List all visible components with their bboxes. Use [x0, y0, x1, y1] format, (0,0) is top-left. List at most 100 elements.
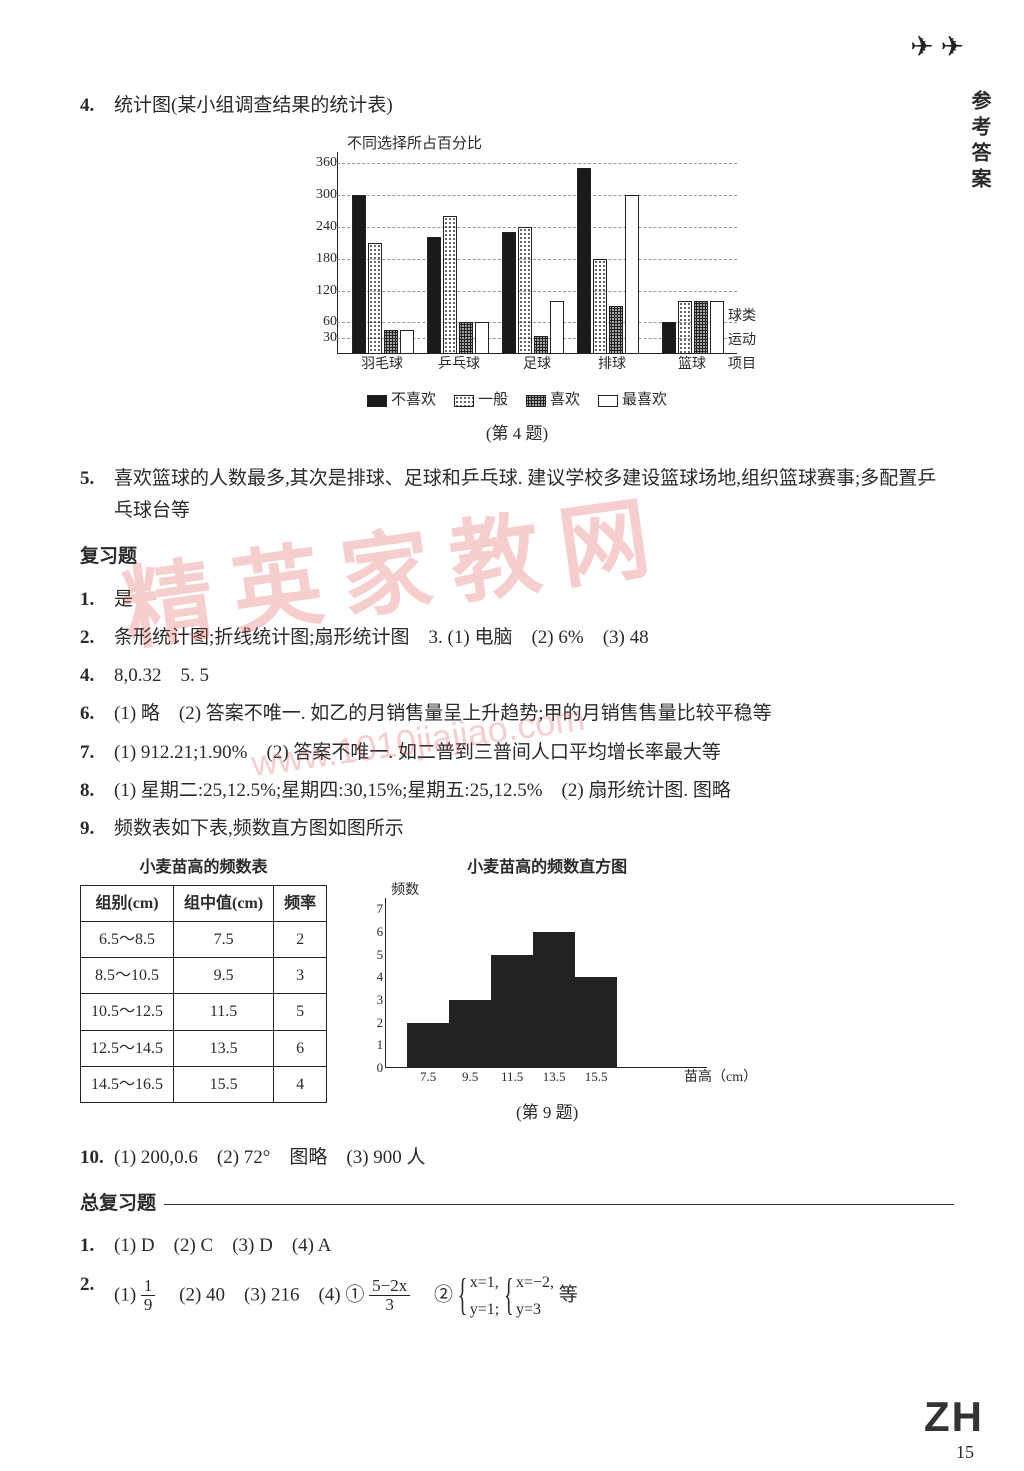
- bar-x-end-label: 球类运动项目: [727, 305, 757, 376]
- bar-category-label: 羽毛球: [350, 353, 414, 377]
- bar: [577, 168, 591, 354]
- table-header: 组别(cm): [81, 885, 174, 921]
- bar-group: [502, 227, 566, 355]
- bar: [678, 301, 692, 354]
- frac-5-2x-3: 5−2x 3: [369, 1277, 410, 1315]
- table-cell: 5: [274, 994, 327, 1030]
- hist-ytick: 5: [357, 943, 383, 965]
- histogram: 频数 苗高（cm） 012345677.59.511.513.515.5: [357, 883, 737, 1093]
- legend-swatch: [598, 395, 618, 407]
- bar-group: [577, 168, 641, 354]
- hist-bar: [491, 955, 533, 1068]
- legend-item: 不喜欢: [367, 388, 436, 414]
- legend-label: 最喜欢: [622, 392, 667, 408]
- zong-2-body: (1) 1 9 (2) 40 (3) 216 (4) ① 5−2x 3 ② x=…: [114, 1269, 954, 1323]
- page-content: 4. 统计图(某小组调查结果的统计表) 不同选择所占百分比 3060120180…: [80, 90, 954, 1323]
- system-1: x=1, y=1;: [458, 1269, 499, 1323]
- review-2: 2. 条形统计图;折线统计图;扇形统计图 3. (1) 电脑 (2) 6% (3…: [80, 622, 954, 654]
- freq-row: 小麦苗高的频数表 组别(cm)组中值(cm)频率6.5～8.57.528.5～1…: [80, 854, 954, 1142]
- hist-ytick: 4: [357, 966, 383, 988]
- bar: [518, 227, 532, 355]
- hist-bar: [449, 1000, 491, 1068]
- legend-item: 喜欢: [526, 388, 580, 414]
- bar: [662, 322, 676, 354]
- q5-num: 5.: [80, 463, 114, 528]
- table-row: 10.5～12.511.55: [81, 994, 327, 1030]
- table-cell: 11.5: [174, 994, 274, 1030]
- table-row: 12.5～14.513.56: [81, 1030, 327, 1066]
- zong-2: 2. (1) 1 9 (2) 40 (3) 216 (4) ① 5−2x 3 ②…: [80, 1269, 954, 1323]
- bar-chart-wrap: 不同选择所占百分比 3060120180240300360羽毛球乒乓球足球排球篮…: [80, 134, 954, 448]
- table-cell: 2: [274, 922, 327, 958]
- bar: [352, 195, 366, 354]
- bar: [534, 336, 548, 355]
- hist-ytick: 7: [357, 898, 383, 920]
- bar: [427, 237, 441, 354]
- table-row: 8.5～10.59.53: [81, 958, 327, 994]
- q4-title: 统计图(某小组调查结果的统计表): [114, 90, 954, 122]
- bar-ytick: 300: [287, 183, 337, 207]
- zong-underline: [164, 1204, 954, 1205]
- bar-category-label: 排球: [580, 353, 644, 377]
- table-cell: 10.5～12.5: [81, 994, 174, 1030]
- hist-xtick: 11.5: [501, 1066, 523, 1088]
- table-cell: 15.5: [174, 1066, 274, 1102]
- bar: [384, 330, 398, 354]
- q5-text: 喜欢篮球的人数最多,其次是排球、足球和乒乓球. 建议学校多建设篮球场地,组织篮球…: [114, 463, 954, 528]
- table-cell: 12.5～14.5: [81, 1030, 174, 1066]
- bar: [459, 322, 473, 354]
- legend-label: 喜欢: [550, 392, 580, 408]
- bar-chart: 不同选择所占百分比 3060120180240300360羽毛球乒乓球足球排球篮…: [287, 134, 747, 384]
- hist-ytick: 6: [357, 921, 383, 943]
- bar-category-label: 篮球: [660, 353, 724, 377]
- bar-category-label: 足球: [505, 353, 569, 377]
- bar-group: [427, 216, 491, 354]
- bar: [710, 301, 724, 354]
- legend-item: 最喜欢: [598, 388, 667, 414]
- hist-xtick: 7.5: [420, 1066, 436, 1088]
- side-label: 参考答案: [965, 90, 994, 194]
- bar-ytick: 360: [287, 151, 337, 175]
- bar: [694, 301, 708, 354]
- hist-ytick: 3: [357, 989, 383, 1011]
- review-10: 10. (1) 200,0.6 (2) 72° 图略 (3) 900 人: [80, 1142, 954, 1174]
- frac-1-9: 1 9: [141, 1277, 156, 1315]
- legend-label: 一般: [478, 392, 508, 408]
- review-7: 7. (1) 912.21;1.90% (2) 答案不唯一. 如二普到三普间人口…: [80, 737, 954, 769]
- legend-item: 一般: [454, 388, 508, 414]
- legend-swatch: [526, 395, 546, 407]
- bar-ytick: 60: [287, 310, 337, 334]
- zong-1: 1. (1) D (2) C (3) D (4) A: [80, 1230, 954, 1262]
- bar: [475, 322, 489, 354]
- hist-caption: (第 9 题): [357, 1099, 737, 1128]
- bar-legend: 不喜欢 一般 喜欢 最喜欢: [80, 388, 954, 414]
- bar-ytick: 240: [287, 215, 337, 239]
- hist-ytick: 0: [357, 1057, 383, 1079]
- legend-swatch: [367, 395, 387, 407]
- review-4: 4. 8,0.32 5. 5: [80, 660, 954, 692]
- table-cell: 3: [274, 958, 327, 994]
- table-cell: 4: [274, 1066, 327, 1102]
- page-corner: ZH: [924, 1393, 984, 1441]
- table-cell: 13.5: [174, 1030, 274, 1066]
- histogram-wrap: 小麦苗高的频数直方图 频数 苗高（cm） 012345677.59.511.51…: [357, 854, 737, 1142]
- bar-ytick: 180: [287, 247, 337, 271]
- bar: [502, 232, 516, 354]
- table-cell: 8.5～10.5: [81, 958, 174, 994]
- review-8: 8. (1) 星期二:25,12.5%;星期四:30,15%;星期五:25,12…: [80, 775, 954, 807]
- question-4: 4. 统计图(某小组调查结果的统计表): [80, 90, 954, 122]
- hist-xtick: 15.5: [585, 1066, 608, 1088]
- table-row: 14.5～16.515.54: [81, 1066, 327, 1102]
- zong-title-row: 总复习题: [80, 1188, 954, 1220]
- hist-xtick: 13.5: [543, 1066, 566, 1088]
- bar: [625, 195, 639, 354]
- page-number: 15: [956, 1442, 974, 1463]
- table-cell: 7.5: [174, 922, 274, 958]
- system-2: x=−2, y=3: [504, 1269, 554, 1323]
- legend-swatch: [454, 395, 474, 407]
- bar-ytick: 120: [287, 279, 337, 303]
- bar: [593, 259, 607, 355]
- bar: [368, 243, 382, 355]
- review-1: 1. 是: [80, 584, 954, 616]
- hist-ytick: 1: [357, 1034, 383, 1056]
